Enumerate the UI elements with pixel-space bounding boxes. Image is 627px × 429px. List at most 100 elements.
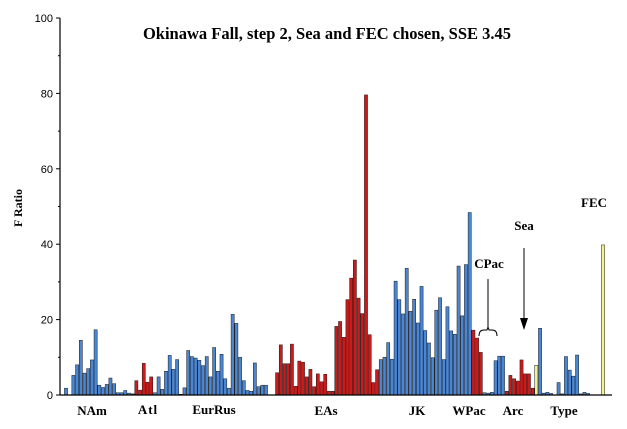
bar xyxy=(264,384,268,396)
bar xyxy=(260,384,265,396)
annotation-cpac: CPac xyxy=(474,256,504,271)
bar xyxy=(297,360,302,396)
bar xyxy=(349,277,353,396)
bar xyxy=(556,382,561,396)
bar xyxy=(167,355,172,396)
bar xyxy=(216,371,220,396)
bar xyxy=(219,354,224,396)
bar xyxy=(575,354,579,396)
y-tick-label: 0 xyxy=(47,390,53,402)
bar xyxy=(104,384,109,396)
bar xyxy=(386,342,391,396)
bar xyxy=(193,357,198,396)
group-label-nam: NAm xyxy=(77,403,107,418)
bar xyxy=(471,329,476,396)
bar xyxy=(567,369,572,396)
bar xyxy=(464,264,468,396)
y-tick-label: 100 xyxy=(35,13,53,25)
y-tick-label: 20 xyxy=(41,315,53,327)
bar xyxy=(71,375,76,396)
bar xyxy=(312,386,316,396)
bar xyxy=(186,350,191,396)
bar xyxy=(164,371,168,396)
bar xyxy=(112,383,116,396)
bar xyxy=(256,386,261,396)
bar xyxy=(601,244,605,396)
bar xyxy=(78,340,83,396)
y-axis-label: F Ratio xyxy=(11,189,25,227)
bar xyxy=(308,369,313,396)
bar xyxy=(338,321,342,396)
bar xyxy=(245,390,250,396)
bar xyxy=(564,356,568,396)
bar xyxy=(378,359,383,396)
bar xyxy=(478,352,483,396)
bar xyxy=(419,286,424,396)
bar xyxy=(227,387,231,396)
bar xyxy=(353,259,357,396)
bar xyxy=(434,309,439,396)
bar xyxy=(90,359,94,396)
bar xyxy=(123,390,128,396)
bar xyxy=(367,334,372,396)
bar xyxy=(190,356,194,396)
bar xyxy=(360,313,365,396)
bar xyxy=(101,387,105,396)
bar xyxy=(527,373,531,396)
bar xyxy=(445,306,450,396)
group-label-wpac: WPac xyxy=(452,403,485,418)
bar xyxy=(416,322,420,396)
bar xyxy=(371,382,376,396)
bar xyxy=(449,330,453,396)
bar xyxy=(201,365,205,396)
annotation-fec: FEC xyxy=(581,195,607,210)
bar xyxy=(441,359,446,396)
chart-title: Okinawa Fall, step 2, Sea and FEC chosen… xyxy=(143,24,511,43)
bar xyxy=(97,384,102,396)
bar xyxy=(286,363,291,396)
bar xyxy=(430,357,435,396)
bar xyxy=(156,376,161,396)
bar xyxy=(64,387,68,396)
bar xyxy=(234,323,239,396)
bar xyxy=(408,311,413,396)
bar xyxy=(412,298,416,396)
bar xyxy=(241,380,246,396)
bar xyxy=(493,360,498,396)
bar xyxy=(382,357,387,396)
bar xyxy=(401,313,405,396)
bar xyxy=(364,94,368,396)
bar xyxy=(316,373,320,396)
bar xyxy=(275,372,279,396)
bar xyxy=(512,378,516,396)
y-ticks-layer: 0 20 40 60 80 100 xyxy=(35,13,60,402)
bar xyxy=(508,375,513,396)
group-label-eas: EAs xyxy=(314,403,337,418)
bar xyxy=(334,326,339,396)
group-label-type: Type xyxy=(550,403,577,418)
bar xyxy=(390,358,394,396)
y-tick-label: 40 xyxy=(41,239,53,251)
bar xyxy=(290,343,294,396)
bar xyxy=(404,268,409,396)
bar xyxy=(197,360,202,396)
bar xyxy=(86,368,91,396)
bar xyxy=(108,377,113,396)
y-tick-label: 60 xyxy=(41,164,53,176)
annotation-cpac-brace xyxy=(478,325,498,337)
y-tick-label: 80 xyxy=(41,88,53,100)
bar xyxy=(293,386,298,396)
bar xyxy=(149,376,154,396)
bar xyxy=(175,359,179,396)
bar xyxy=(427,342,431,396)
bar xyxy=(475,337,479,396)
bar xyxy=(438,297,442,396)
bar xyxy=(516,380,520,396)
bar xyxy=(519,359,524,396)
bar xyxy=(397,299,402,396)
bar xyxy=(82,372,87,396)
bar xyxy=(212,347,216,396)
bar xyxy=(253,362,257,396)
bar xyxy=(501,355,505,396)
